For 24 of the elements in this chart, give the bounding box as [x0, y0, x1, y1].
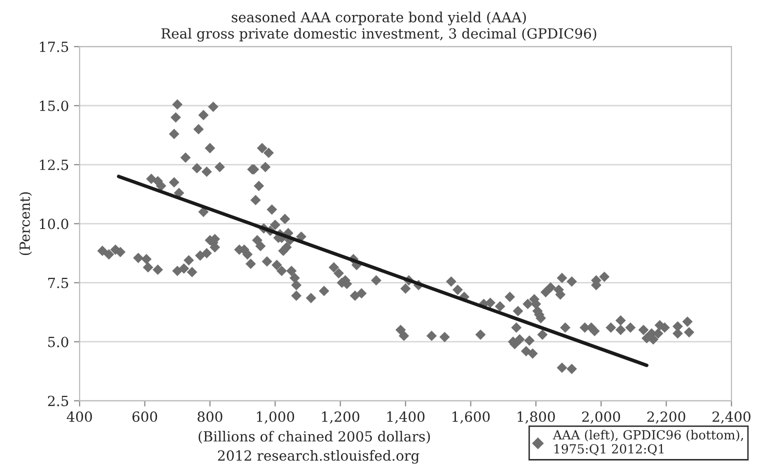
x-tick-label: 600	[132, 411, 158, 422]
chart-subtitle: Real gross private domestic investment, 3 decimal (GPDIC96)	[161, 28, 596, 42]
y-axis-title: (Percent)	[19, 192, 32, 256]
x-tick-label: 2,000	[582, 411, 620, 424]
y-tick-label: 10.0	[40, 218, 68, 230]
y-tick-label: 17.5	[40, 42, 68, 52]
x-tick-label: 400	[66, 411, 92, 422]
y-tick-label: 12.5	[40, 160, 68, 170]
x-tick-label: 2,400	[712, 411, 750, 424]
x-tick-label: 1,600	[452, 411, 490, 424]
legend-label: AAA (left), GPDIC96 (bottom), 1975:Q1 2012:Q1	[552, 430, 743, 456]
y-tick-label: 5.0	[48, 336, 68, 348]
x-tick-label: 1,400	[387, 411, 424, 424]
y-tick-label: 2.5	[48, 396, 68, 406]
x-tick-label: 1,200	[322, 411, 360, 424]
x-axis-title: (Billions of chained 2005 dollars)	[198, 430, 430, 444]
x-tick-label: 2,200	[647, 411, 686, 424]
y-tick-label: 7.5	[48, 278, 68, 288]
x-tick-label: 800	[198, 411, 222, 422]
x-tick-label: 1,000	[256, 411, 294, 424]
y-tick-label: 15.0	[40, 100, 68, 112]
x-tick-label: 1,800	[518, 411, 555, 424]
chart-title: seasoned AAA corporate bond yield (AAA)	[232, 12, 526, 26]
text: 2012 research.stlouisfed.org	[218, 450, 420, 464]
